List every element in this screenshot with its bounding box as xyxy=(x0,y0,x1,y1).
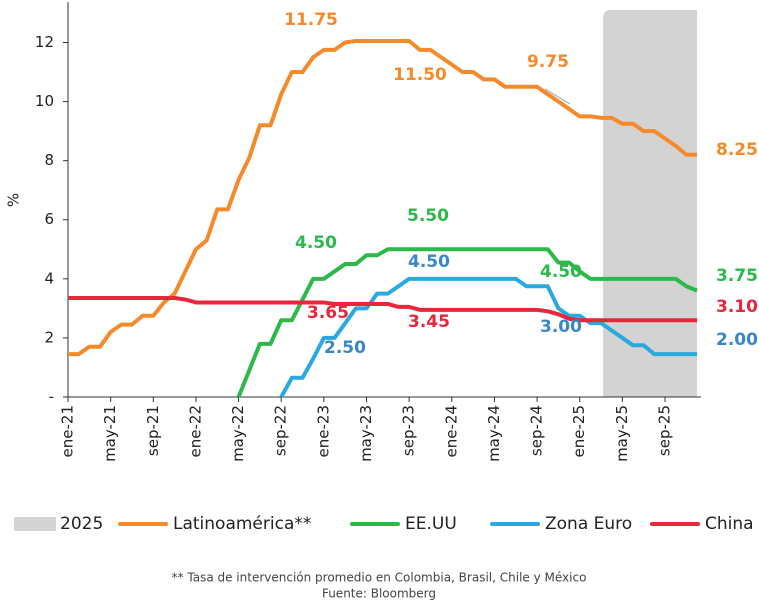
y-axis-label: % xyxy=(5,193,23,207)
x-tick-label: sep-23 xyxy=(400,405,418,456)
x-tick-label: may-22 xyxy=(229,405,247,462)
series-line xyxy=(279,276,697,398)
legend-label: EE.UU xyxy=(405,514,457,534)
leader-line xyxy=(544,88,571,105)
y-tick-label: 2 xyxy=(44,328,54,346)
x-tick-label: sep-21 xyxy=(144,405,162,456)
y-tick-label: 10 xyxy=(35,92,54,110)
annotation: 11.75 xyxy=(284,10,338,30)
shade-region xyxy=(603,10,697,397)
annotation: 2.50 xyxy=(324,338,366,358)
series-line xyxy=(236,247,698,398)
annotation: 11.50 xyxy=(393,65,447,85)
footnote: ** Tasa de intervención promedio en Colo… xyxy=(172,571,587,585)
legend-label: Zona Euro xyxy=(545,514,632,534)
y-tick-label: 8 xyxy=(44,151,54,169)
x-tick-label: sep-22 xyxy=(272,405,290,456)
annotation: 8.25 xyxy=(716,140,758,160)
annotation: 2.00 xyxy=(716,330,758,350)
x-tick-label: may-21 xyxy=(101,405,119,462)
annotation: 4.50 xyxy=(295,233,337,253)
annotation: 3.00 xyxy=(540,317,582,337)
legend-swatch xyxy=(14,517,56,531)
annotation: 9.75 xyxy=(527,52,569,72)
footnote: Fuente: Bloomberg xyxy=(322,587,436,601)
annotation: 4.50 xyxy=(540,262,582,282)
annotation: 3.65 xyxy=(307,303,349,323)
x-tick-label: may-23 xyxy=(357,405,375,462)
legend-label: China xyxy=(705,514,754,534)
y-tick-label: 12 xyxy=(35,33,54,51)
y-tick-label: - xyxy=(49,388,54,406)
x-tick-label: may-24 xyxy=(485,405,503,462)
series-line xyxy=(68,39,697,357)
annotation: 3.75 xyxy=(716,266,758,286)
annotation: 4.50 xyxy=(408,252,450,272)
x-tick-label: ene-22 xyxy=(186,405,204,457)
series-line xyxy=(68,296,697,323)
legend-label: Latinoamérica** xyxy=(173,514,311,534)
x-tick-label: ene-21 xyxy=(59,405,77,457)
y-tick-label: 4 xyxy=(44,269,54,287)
x-tick-label: ene-24 xyxy=(442,405,460,457)
x-tick-label: sep-24 xyxy=(528,405,546,456)
legend-label: 2025 xyxy=(60,514,103,534)
x-tick-label: ene-25 xyxy=(570,405,588,457)
annotation: 3.45 xyxy=(408,312,450,332)
x-tick-label: may-25 xyxy=(613,405,631,462)
annotation: 5.50 xyxy=(407,206,449,226)
annotation: 3.10 xyxy=(716,297,758,317)
x-tick-label: ene-23 xyxy=(314,405,332,457)
x-tick-label: sep-25 xyxy=(656,405,674,456)
y-tick-label: 6 xyxy=(44,210,54,228)
